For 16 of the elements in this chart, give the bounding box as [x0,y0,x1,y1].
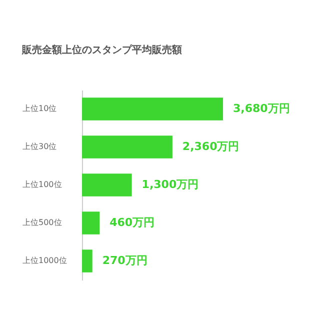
data-label: 270万円 [102,254,148,267]
bar [82,98,223,120]
y-tick-label: 上位10位 [22,104,57,113]
data-label: 2,360万円 [182,140,240,153]
y-tick-label: 上位1000位 [22,256,67,265]
y-tick-label: 上位500位 [22,218,62,227]
bar [82,174,132,196]
y-tick-label: 上位30位 [22,142,57,151]
bar [82,136,172,158]
y-tick-label: 上位100位 [22,180,62,189]
data-label: 3,680万円 [233,102,290,115]
bar [82,212,100,234]
data-label: 1,300万円 [142,178,199,191]
data-label: 460万円 [110,216,155,229]
chart-title: 販売金額上位のスタンプ平均販売額 [21,44,182,56]
bar [82,250,92,272]
